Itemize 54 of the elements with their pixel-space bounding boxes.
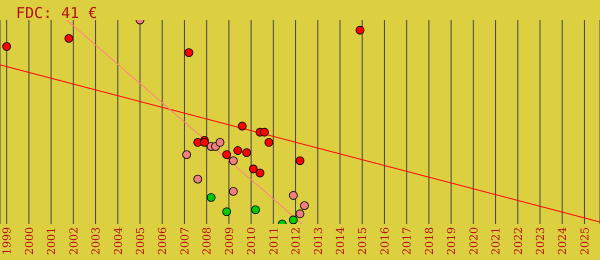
x-tick-label: 1999	[0, 227, 14, 255]
point	[296, 156, 304, 166]
x-tick-label: 2016	[378, 227, 392, 255]
point	[251, 205, 260, 214]
x-tick-label: 2005	[134, 227, 147, 255]
x-tick-label: 2008	[200, 227, 214, 255]
x-tick-label: 2003	[90, 227, 103, 255]
x-tick-label: 2018	[422, 227, 436, 255]
point	[222, 207, 232, 216]
x-tick-label: 2007	[178, 227, 192, 255]
point	[216, 138, 224, 147]
point	[288, 216, 298, 224]
x-tick-label: 2015	[356, 227, 370, 255]
x-tick-label: 2001	[45, 227, 58, 255]
point	[182, 150, 192, 160]
x-tick-label: 2000	[22, 227, 36, 255]
point	[193, 174, 202, 184]
point	[64, 34, 74, 43]
point	[356, 26, 364, 35]
chart-title: FDC: 41 €	[16, 4, 98, 22]
x-tick-label: 2004	[112, 227, 125, 255]
x-tick-label: 2025	[578, 227, 592, 255]
point	[260, 128, 269, 137]
x-tick-label: 2012	[290, 227, 303, 255]
x-tick-label: 2020	[467, 227, 480, 255]
x-tick-label: 2009	[222, 227, 236, 255]
x-tick-label: 2021	[490, 227, 503, 255]
x-tick-label: 2019	[445, 227, 458, 255]
point	[184, 48, 194, 58]
x-tick-label: 2017	[400, 227, 414, 255]
point	[228, 186, 238, 196]
point	[288, 191, 298, 200]
point	[200, 138, 209, 147]
point	[296, 209, 304, 218]
x-tick-label: 2014	[334, 227, 347, 255]
x-tick-label: 2022	[512, 227, 525, 255]
point	[228, 156, 238, 166]
point	[2, 42, 12, 51]
x-tick-label: 2010	[245, 227, 258, 255]
x-tick-label: 2002	[67, 227, 80, 255]
x-tick-label: 2024	[556, 227, 570, 255]
point	[256, 168, 264, 178]
x-tick-label: 2013	[312, 227, 325, 255]
x-tick-label: 2011	[267, 227, 280, 255]
point	[264, 138, 274, 147]
x-tick-label: 2006	[156, 227, 170, 255]
point	[238, 122, 247, 130]
point	[233, 146, 242, 155]
point	[222, 150, 232, 160]
point	[242, 148, 252, 157]
x-tick-label: 2023	[534, 227, 547, 255]
point	[248, 164, 258, 174]
point	[206, 193, 216, 202]
point	[300, 201, 309, 210]
